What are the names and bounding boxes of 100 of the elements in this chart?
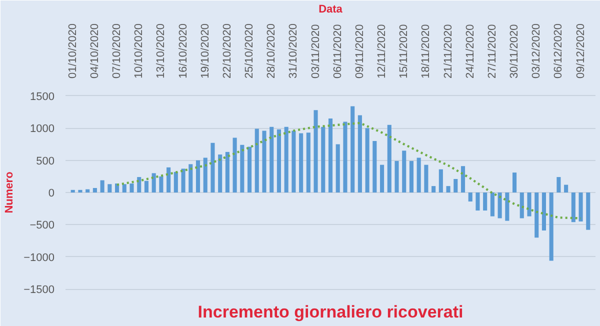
x-tick-label: 19/10/2020 (199, 23, 212, 78)
bar (512, 172, 517, 192)
x-tick-label: 30/11/2020 (508, 24, 521, 78)
bar (520, 192, 524, 218)
bar (70, 190, 75, 192)
x-tick-label: 16/10/2020 (177, 23, 190, 78)
x-tick-label: 09/11/2020 (354, 24, 366, 78)
x-tick-label: 21/11/2020 (442, 24, 454, 78)
bar (394, 160, 399, 192)
bar (350, 106, 355, 192)
bar (358, 115, 362, 192)
bar (86, 189, 90, 192)
bar (578, 192, 583, 222)
bar (174, 172, 178, 192)
bar (181, 168, 186, 192)
bar (460, 166, 466, 192)
bar (534, 192, 539, 238)
x-tick-label: 25/10/2020 (244, 23, 256, 78)
x-tick-label: 06/12/2020 (552, 23, 565, 78)
bar (372, 141, 377, 192)
bar (78, 190, 82, 192)
y-tick-label: −1500 (24, 284, 55, 296)
bar (225, 152, 230, 192)
x-tick-label: 13/10/2020 (155, 23, 168, 78)
bar (108, 184, 112, 192)
bar (365, 128, 370, 192)
bar (284, 126, 288, 192)
x-tick-label: 03/11/2020 (310, 24, 322, 78)
bar (416, 158, 421, 192)
y-tick-label: 1000 (30, 123, 55, 136)
bar (409, 160, 414, 192)
bar (505, 192, 510, 221)
bar (446, 186, 450, 192)
bar (292, 130, 296, 192)
bar (380, 164, 384, 192)
bar (248, 146, 252, 192)
bar (218, 154, 222, 192)
bar (549, 192, 554, 261)
text: Incremento giornaliero ricoverati (198, 302, 464, 322)
bar (270, 126, 274, 192)
x-tick-label: 04/10/2020 (88, 23, 101, 78)
x-tick-label: 27/11/2020 (486, 24, 498, 78)
bar (328, 118, 333, 192)
y-axis-title: Numero (4, 171, 16, 214)
x-tick-label: 10/10/2020 (133, 23, 146, 78)
x-tick-label: 15/11/2020 (398, 24, 410, 78)
bar (299, 133, 304, 192)
x-tick-label: 18/11/2020 (420, 24, 432, 78)
bar (122, 184, 126, 192)
bar (586, 192, 590, 230)
y-tick-label: 1500 (30, 90, 55, 103)
y-tick-label: −500 (30, 220, 55, 232)
bar (438, 169, 443, 192)
bar (527, 192, 532, 216)
x-tick-label: 06/11/2020 (332, 24, 344, 78)
bar (306, 132, 310, 192)
bar (210, 142, 215, 192)
bar (556, 177, 561, 192)
bar (100, 180, 104, 192)
x-tick-label: 12/11/2020 (376, 24, 388, 78)
bar (571, 192, 576, 222)
bar (468, 192, 472, 202)
bar (476, 192, 480, 211)
bar (564, 184, 568, 192)
x-axis-title: Data (318, 3, 344, 16)
bar (276, 129, 281, 192)
bar (262, 130, 266, 192)
bar (144, 180, 148, 192)
bar (137, 177, 142, 192)
bar (254, 128, 259, 192)
bar (432, 186, 436, 192)
bar (387, 124, 392, 192)
x-tick-label: 03/12/2020 (530, 23, 543, 78)
x-tick-label: 01/10/2020 (66, 23, 79, 78)
line-series (116, 122, 582, 220)
bar (152, 173, 156, 192)
bar (498, 192, 502, 218)
y-tick-label: 500 (36, 155, 55, 168)
x-tick-label: 07/10/2020 (111, 23, 124, 78)
x-tick-label: 24/11/2020 (464, 24, 476, 78)
bar (321, 126, 326, 192)
bar (166, 167, 171, 192)
bar (424, 164, 428, 192)
bar (232, 138, 237, 192)
y-tick-label: −1000 (24, 252, 55, 264)
bar (490, 192, 494, 216)
bar (196, 160, 200, 192)
bar (343, 122, 348, 192)
bar (483, 192, 488, 211)
bar (159, 176, 164, 192)
y-tick-label: 0 (48, 188, 55, 200)
bar (240, 144, 244, 192)
bar (203, 158, 208, 192)
bar (542, 192, 546, 230)
bar (130, 183, 134, 192)
bar (454, 178, 458, 192)
bar (336, 144, 340, 192)
bar (92, 188, 97, 192)
x-tick-label: 28/10/2020 (266, 23, 278, 78)
x-tick-label: 22/10/2020 (221, 23, 234, 78)
